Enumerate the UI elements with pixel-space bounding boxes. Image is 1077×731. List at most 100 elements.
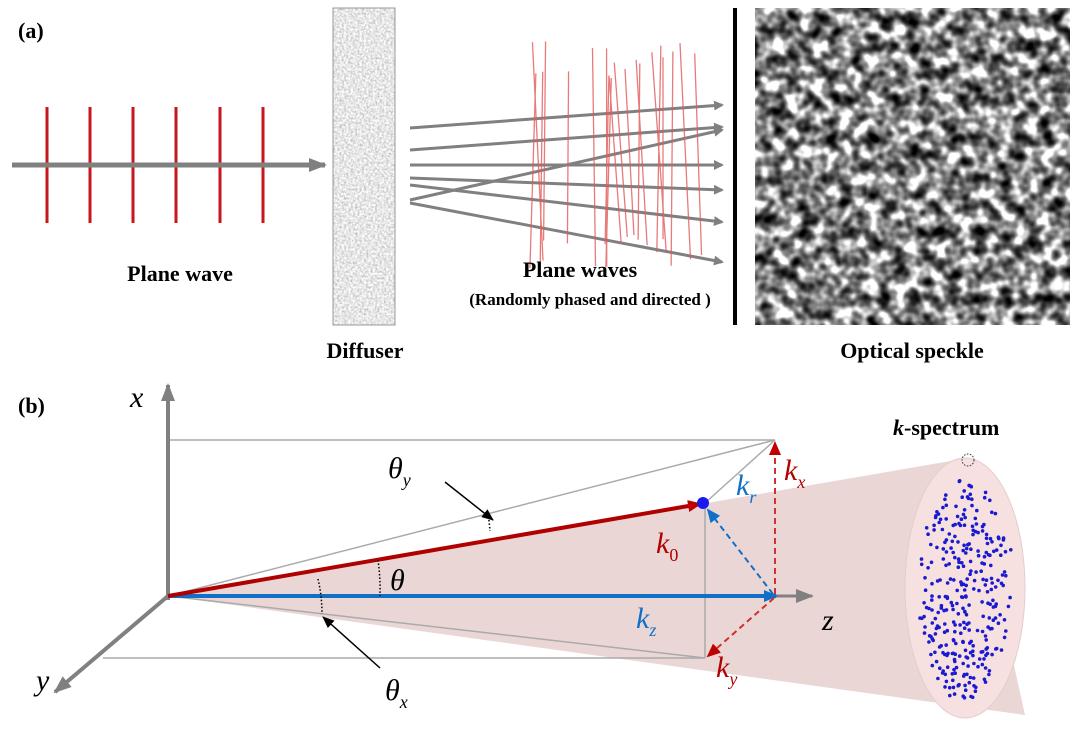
spectrum-dot (945, 550, 949, 554)
spectrum-dot (972, 684, 976, 688)
spectrum-dot (959, 631, 963, 635)
spectrum-dot (923, 576, 927, 580)
spectrum-dot (977, 554, 981, 558)
spectrum-dot (988, 616, 992, 620)
kx-label: kx (784, 454, 805, 492)
spectrum-dot (929, 543, 933, 547)
spectrum-dot (972, 676, 976, 680)
ray (410, 203, 722, 262)
spectrum-dot (943, 685, 947, 689)
diffuser-label: Diffuser (327, 338, 404, 363)
spectrum-dot (952, 578, 956, 582)
spectrum-dot (968, 641, 972, 645)
spectrum-dot (990, 577, 994, 581)
spectrum-dot (981, 615, 985, 619)
spectrum-dot (990, 653, 994, 657)
spectrum-dot (981, 578, 985, 582)
spectrum-dot (985, 578, 989, 582)
spectrum-dot (984, 638, 988, 642)
spectrum-dot (988, 669, 992, 673)
spectrum-dot (943, 541, 947, 545)
spectrum-dot (953, 660, 957, 664)
spectrum-dot (1003, 570, 1007, 574)
spectrum-dot (926, 566, 930, 570)
spectrum-dot (976, 665, 980, 669)
spectrum-dot (990, 581, 994, 585)
spectrum-dot (930, 582, 934, 586)
spectrum-dot (924, 588, 928, 592)
spectrum-dot (1000, 582, 1004, 586)
spectrum-dot (1000, 648, 1004, 652)
spectrum-dot (981, 663, 985, 667)
spectrum-dot (962, 513, 966, 517)
spectrum-dot (976, 549, 980, 553)
spectrum-dot (983, 678, 987, 682)
spectrum-dot (926, 532, 930, 536)
spectrum-dot (953, 623, 957, 627)
spectrum-dot (967, 542, 971, 546)
spectrum-dot (958, 654, 962, 658)
wavefront (671, 51, 673, 265)
spectrum-dot (931, 621, 935, 625)
spectrum-dot (956, 684, 960, 688)
spectrum-dot (955, 666, 959, 670)
spectrum-dot (994, 585, 998, 589)
spectrum-dot (951, 551, 955, 555)
spectrum-dot (966, 664, 970, 668)
spectrum-dot (972, 662, 976, 666)
spectrum-dot (974, 570, 978, 574)
spectrum-dot (975, 509, 979, 513)
spectrum-dot (1001, 573, 1005, 577)
spectrum-dot (964, 649, 968, 653)
spectrum-dot (941, 528, 945, 532)
spectrum-dot (958, 623, 962, 627)
spectrum-dot (944, 595, 948, 599)
k-point (697, 497, 709, 509)
spectrum-dot (971, 533, 975, 537)
spectrum-dot (958, 479, 962, 483)
spectrum-dot (939, 644, 943, 648)
spectrum-dot (954, 652, 958, 656)
spectrum-dot (971, 654, 975, 658)
spectrum-dot (969, 569, 973, 573)
spectrum-dot (971, 525, 975, 529)
spectrum-dot (975, 522, 979, 526)
spectrum-dot (1002, 536, 1006, 540)
spectrum-dot (929, 635, 933, 639)
spectrum-dot (957, 558, 961, 562)
spectrum-dot (955, 589, 959, 593)
spectrum-dot (982, 657, 986, 661)
spectrum-dot (971, 649, 975, 653)
spectrum-dot (985, 533, 989, 537)
spectrum-dot (961, 662, 965, 666)
spectrum-dot (935, 510, 939, 514)
spectrum-dot (965, 613, 969, 617)
spectrum-dot (944, 493, 948, 497)
spectrum-dot (962, 544, 966, 548)
spectrum-dot (951, 679, 955, 683)
spectrum-dot (948, 686, 952, 690)
spectrum-dot (943, 498, 947, 502)
spectrum-dot (951, 608, 955, 612)
spectrum-dot (967, 484, 971, 488)
theta-y-pointer (445, 482, 493, 520)
spectrum-dot (983, 496, 987, 500)
spectrum-dot (920, 557, 924, 561)
wavefront (680, 43, 691, 259)
spectrum-dot (960, 561, 964, 565)
spectrum-dot (970, 504, 974, 508)
spectrum-dot (953, 556, 957, 560)
spectrum-dot (1003, 618, 1007, 622)
spectrum-dot (972, 587, 976, 591)
spectrum-dot (980, 561, 984, 565)
cone (168, 458, 1025, 715)
spectrum-dot (930, 598, 934, 602)
spectrum-dot (934, 516, 938, 520)
spectrum-dot (936, 677, 940, 681)
spectrum-dot (934, 632, 938, 636)
spectrum-disk (905, 458, 1025, 718)
spectrum-dot (964, 655, 968, 659)
spectrum-dot (984, 647, 988, 651)
spectrum-dot (923, 625, 927, 629)
spectrum-dot (964, 688, 968, 692)
